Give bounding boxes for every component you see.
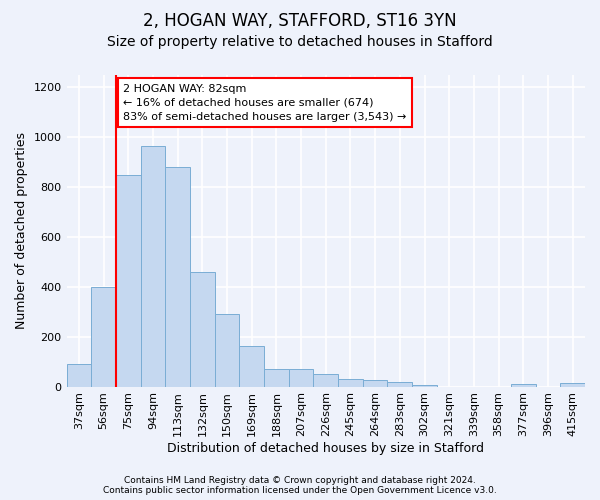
Bar	[215, 314, 239, 386]
Bar	[313, 374, 338, 386]
Text: 2 HOGAN WAY: 82sqm
← 16% of detached houses are smaller (674)
83% of semi-detach: 2 HOGAN WAY: 82sqm ← 16% of detached hou…	[124, 84, 407, 122]
Bar	[239, 346, 264, 387]
Text: 2, HOGAN WAY, STAFFORD, ST16 3YN: 2, HOGAN WAY, STAFFORD, ST16 3YN	[143, 12, 457, 30]
Bar	[511, 384, 536, 386]
Text: Contains HM Land Registry data © Crown copyright and database right 2024.: Contains HM Land Registry data © Crown c…	[124, 476, 476, 485]
Bar	[363, 380, 388, 386]
Bar	[338, 379, 363, 386]
Bar	[388, 382, 412, 386]
Bar	[165, 167, 190, 386]
Bar	[560, 383, 585, 386]
Bar	[67, 364, 91, 386]
Bar	[140, 146, 165, 386]
X-axis label: Distribution of detached houses by size in Stafford: Distribution of detached houses by size …	[167, 442, 484, 455]
Y-axis label: Number of detached properties: Number of detached properties	[15, 132, 28, 330]
Text: Contains public sector information licensed under the Open Government Licence v3: Contains public sector information licen…	[103, 486, 497, 495]
Bar	[91, 287, 116, 386]
Bar	[289, 369, 313, 386]
Bar	[190, 272, 215, 386]
Bar	[116, 174, 140, 386]
Bar	[264, 369, 289, 386]
Text: Size of property relative to detached houses in Stafford: Size of property relative to detached ho…	[107, 35, 493, 49]
